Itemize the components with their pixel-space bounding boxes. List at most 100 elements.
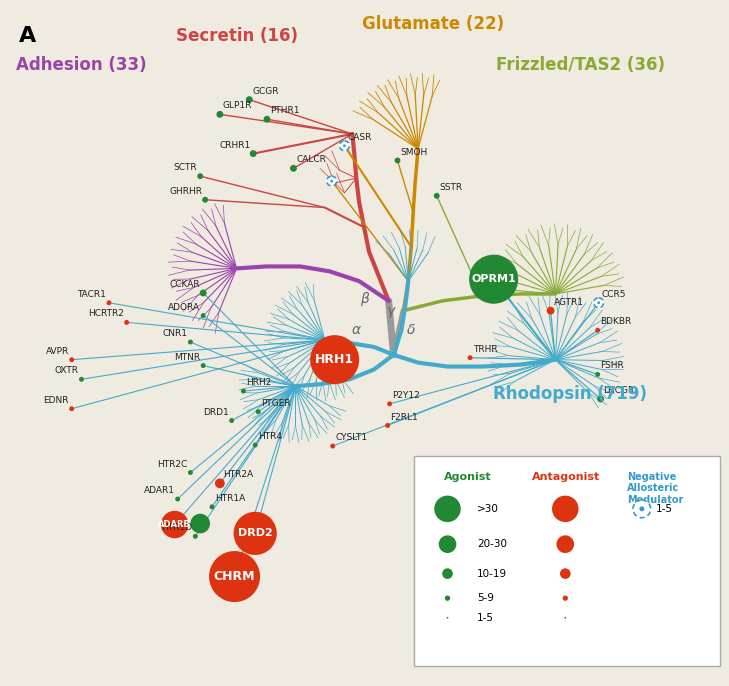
Circle shape: [233, 512, 277, 555]
Text: CASR: CASR: [348, 133, 372, 142]
Circle shape: [290, 165, 297, 172]
Text: LHCGR: LHCGR: [604, 386, 635, 395]
Circle shape: [467, 355, 472, 360]
Text: OPRM1: OPRM1: [471, 274, 516, 284]
Text: F2RL1: F2RL1: [391, 412, 418, 421]
Circle shape: [175, 497, 180, 501]
Text: A: A: [19, 26, 36, 46]
Circle shape: [246, 96, 253, 103]
Text: FSHR: FSHR: [601, 362, 624, 370]
Circle shape: [340, 141, 349, 151]
Text: CYSLT1: CYSLT1: [335, 433, 367, 442]
Text: HTR2A: HTR2A: [223, 471, 253, 480]
Text: ADORA: ADORA: [168, 303, 200, 311]
Circle shape: [193, 534, 198, 539]
Text: HTR1D: HTR1D: [161, 523, 192, 532]
Circle shape: [161, 511, 189, 539]
Text: CRHR1: CRHR1: [219, 141, 250, 150]
Text: CNR1: CNR1: [163, 329, 187, 338]
Circle shape: [330, 180, 333, 182]
Circle shape: [190, 514, 210, 534]
Text: DRD1: DRD1: [203, 407, 229, 416]
Circle shape: [443, 568, 453, 579]
Circle shape: [69, 357, 74, 362]
Circle shape: [385, 423, 390, 428]
Circle shape: [563, 595, 568, 601]
Text: ADARB: ADARB: [158, 520, 191, 529]
Circle shape: [188, 340, 193, 344]
Circle shape: [69, 406, 74, 411]
Text: P2Y12: P2Y12: [393, 391, 421, 400]
Circle shape: [469, 255, 518, 304]
Text: AGTR1: AGTR1: [553, 298, 583, 307]
Text: TRHR: TRHR: [473, 345, 498, 354]
Text: 5-9: 5-9: [477, 593, 494, 603]
Text: HCRTR2: HCRTR2: [87, 309, 124, 318]
Circle shape: [241, 389, 246, 394]
Circle shape: [547, 307, 555, 315]
Circle shape: [394, 158, 400, 163]
Text: CCR5: CCR5: [601, 290, 626, 299]
Circle shape: [229, 418, 234, 423]
Circle shape: [256, 410, 260, 414]
Text: EDNR: EDNR: [43, 396, 69, 405]
Text: HTR2C: HTR2C: [157, 460, 187, 469]
Text: Rhodopsin (719): Rhodopsin (719): [494, 385, 647, 403]
Text: >30: >30: [477, 504, 499, 514]
FancyBboxPatch shape: [414, 456, 720, 666]
Circle shape: [556, 535, 574, 553]
Circle shape: [188, 470, 193, 475]
Circle shape: [327, 176, 337, 186]
Circle shape: [217, 111, 223, 118]
Circle shape: [560, 568, 571, 579]
Circle shape: [447, 617, 448, 619]
Circle shape: [597, 301, 600, 304]
Text: 10-19: 10-19: [477, 569, 507, 578]
Circle shape: [552, 495, 579, 522]
Circle shape: [215, 478, 225, 488]
Text: ADAR1: ADAR1: [144, 486, 175, 495]
Text: HTR1A: HTR1A: [215, 494, 245, 503]
Circle shape: [387, 401, 392, 406]
Text: SCTR: SCTR: [174, 163, 198, 172]
Text: SSTR: SSTR: [440, 183, 463, 192]
Circle shape: [79, 377, 84, 382]
Text: HRH1: HRH1: [315, 353, 354, 366]
Text: 20-30: 20-30: [477, 539, 507, 549]
Circle shape: [209, 551, 260, 602]
Text: γ: γ: [386, 304, 394, 318]
Circle shape: [124, 320, 129, 325]
Circle shape: [198, 174, 203, 179]
Text: Frizzled/TAS2 (36): Frizzled/TAS2 (36): [496, 56, 665, 74]
Circle shape: [209, 504, 214, 509]
Circle shape: [439, 535, 456, 553]
Text: α: α: [351, 323, 361, 338]
Text: CHRM: CHRM: [214, 570, 255, 583]
Text: PTHR1: PTHR1: [270, 106, 300, 115]
Circle shape: [253, 442, 257, 447]
Circle shape: [595, 372, 600, 377]
Text: TACR1: TACR1: [77, 290, 106, 299]
Circle shape: [263, 116, 270, 123]
Text: Antagonist: Antagonist: [532, 471, 600, 482]
Text: BDKBR: BDKBR: [601, 318, 632, 327]
Text: OXTR: OXTR: [55, 366, 79, 375]
Circle shape: [633, 500, 651, 518]
Text: Glutamate (22): Glutamate (22): [362, 15, 504, 33]
Text: CCKAR: CCKAR: [170, 280, 200, 289]
Text: Agonist: Agonist: [444, 471, 491, 482]
Text: GHRHR: GHRHR: [169, 187, 202, 196]
Circle shape: [595, 328, 600, 333]
Text: CALCR: CALCR: [297, 156, 327, 165]
Circle shape: [434, 193, 440, 199]
Circle shape: [106, 300, 112, 305]
Circle shape: [310, 335, 359, 384]
Circle shape: [202, 197, 208, 202]
Text: AVPR: AVPR: [45, 346, 69, 356]
Circle shape: [250, 150, 257, 157]
Text: Negative
Allosteric
Modulator: Negative Allosteric Modulator: [627, 471, 684, 505]
Circle shape: [639, 506, 644, 511]
Circle shape: [330, 444, 335, 449]
Circle shape: [597, 396, 604, 403]
Text: GLP1R: GLP1R: [223, 102, 252, 110]
